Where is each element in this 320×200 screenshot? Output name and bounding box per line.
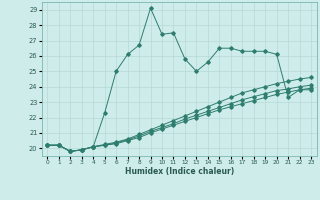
X-axis label: Humidex (Indice chaleur): Humidex (Indice chaleur) bbox=[124, 167, 234, 176]
